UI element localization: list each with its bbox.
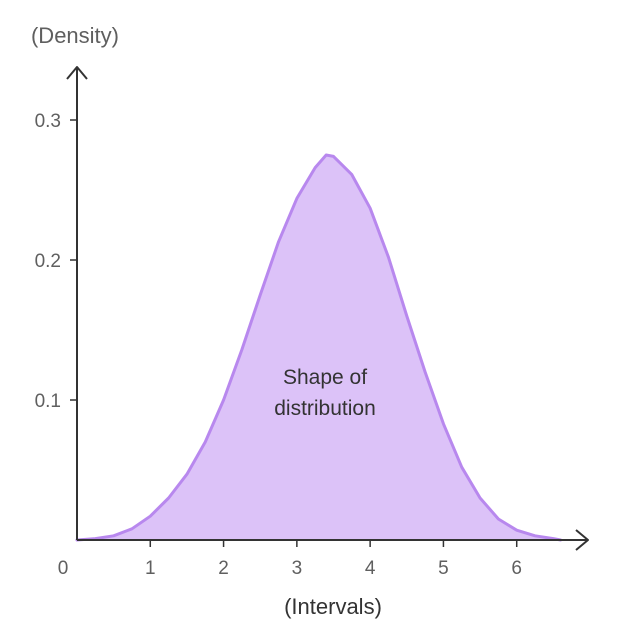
y-tick-label: 0.3 — [35, 111, 61, 132]
x-tick-label: 4 — [365, 558, 376, 579]
x-tick-label: 6 — [511, 558, 522, 579]
x-tick-label: 2 — [218, 558, 229, 579]
x-axis-arrow-icon — [575, 529, 589, 551]
distribution-area — [77, 155, 561, 540]
distribution-curve — [75, 153, 563, 542]
curve-layer — [75, 153, 563, 542]
origin-label: 0 — [58, 558, 69, 579]
axes — [66, 66, 589, 551]
x-tick-label: 5 — [438, 558, 449, 579]
annotation-line-2: distribution — [274, 397, 376, 420]
annotation-line-1: Shape of — [283, 366, 367, 389]
y-axis-label: (Density) — [31, 23, 119, 48]
y-tick-label: 0.1 — [35, 391, 61, 412]
x-axis-label: (Intervals) — [284, 594, 382, 619]
ticks: 1 2 3 4 5 6 0.1 0.2 0.3 — [35, 111, 522, 579]
y-axis-arrow-icon — [66, 66, 88, 80]
x-tick-label: 3 — [292, 558, 303, 579]
x-tick-label: 1 — [145, 558, 156, 579]
y-tick-label: 0.2 — [35, 251, 61, 272]
